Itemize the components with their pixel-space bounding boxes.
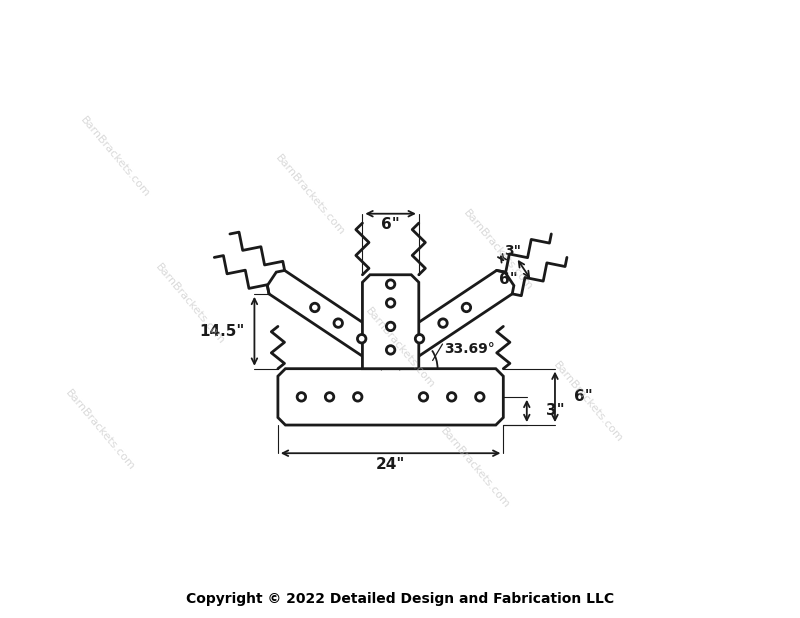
Circle shape — [462, 303, 470, 311]
Text: BarnBrackets.com: BarnBrackets.com — [461, 208, 534, 292]
Text: BarnBrackets.com: BarnBrackets.com — [78, 115, 151, 200]
Circle shape — [326, 392, 334, 401]
Text: 6": 6" — [499, 272, 518, 287]
Circle shape — [419, 392, 428, 401]
Circle shape — [447, 392, 456, 401]
Text: 14.5": 14.5" — [199, 324, 244, 339]
Circle shape — [476, 392, 484, 401]
Circle shape — [310, 303, 319, 311]
Text: 33.69°: 33.69° — [444, 342, 495, 357]
Polygon shape — [362, 275, 418, 369]
Text: 3": 3" — [546, 404, 564, 418]
Text: Copyright © 2022 Detailed Design and Fabrication LLC: Copyright © 2022 Detailed Design and Fab… — [186, 593, 614, 606]
Polygon shape — [278, 369, 503, 425]
Circle shape — [438, 319, 447, 328]
Circle shape — [386, 280, 395, 289]
Circle shape — [386, 298, 395, 307]
Circle shape — [297, 392, 306, 401]
Polygon shape — [267, 271, 397, 369]
Polygon shape — [384, 271, 514, 369]
Circle shape — [358, 334, 366, 343]
Text: 6": 6" — [574, 389, 593, 404]
Circle shape — [334, 319, 342, 328]
Text: 24": 24" — [376, 457, 406, 472]
Text: BarnBrackets.com: BarnBrackets.com — [551, 360, 624, 445]
Text: 6": 6" — [382, 218, 400, 232]
Text: BarnBrackets.com: BarnBrackets.com — [274, 153, 346, 238]
Text: BarnBrackets.com: BarnBrackets.com — [363, 306, 437, 390]
Text: BarnBrackets.com: BarnBrackets.com — [438, 426, 512, 510]
Circle shape — [415, 334, 424, 343]
Text: 3": 3" — [505, 244, 522, 258]
Circle shape — [354, 392, 362, 401]
Text: BarnBrackets.com: BarnBrackets.com — [153, 262, 226, 347]
Circle shape — [386, 322, 395, 331]
Text: BarnBrackets.com: BarnBrackets.com — [63, 387, 136, 472]
Circle shape — [386, 345, 395, 354]
